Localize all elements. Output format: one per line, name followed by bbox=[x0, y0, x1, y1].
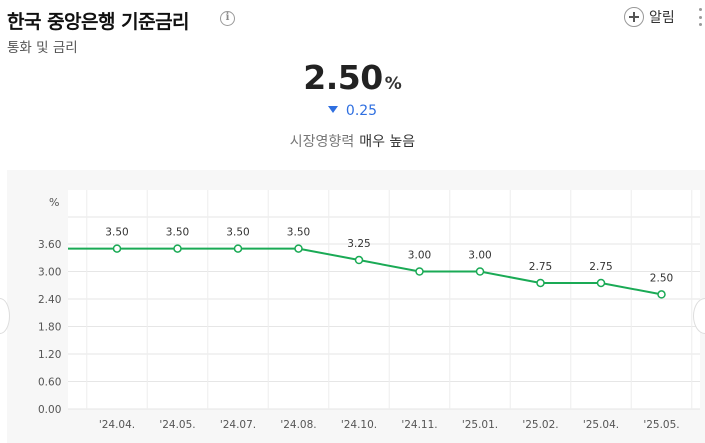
data-label: 3.25 bbox=[347, 238, 370, 250]
x-tick-label: '25.01. bbox=[462, 419, 498, 431]
y-tick-label: 0.60 bbox=[38, 377, 61, 389]
y-tick-label: 1.20 bbox=[38, 349, 61, 361]
impact-value: 매우 높음 bbox=[359, 134, 416, 150]
rate-unit: % bbox=[384, 74, 402, 94]
data-point bbox=[415, 267, 424, 276]
x-tick-label: '24.08. bbox=[280, 419, 316, 431]
data-point bbox=[294, 244, 303, 253]
page-title: 한국 중앙은행 기준금리 bbox=[7, 11, 190, 33]
x-tick-label: '25.05. bbox=[643, 419, 679, 431]
data-point bbox=[173, 244, 182, 253]
y-axis-unit: % bbox=[49, 196, 59, 209]
triangle-down-icon bbox=[327, 106, 338, 113]
data-point bbox=[233, 244, 243, 253]
data-point bbox=[112, 244, 122, 253]
plus-icon bbox=[624, 7, 644, 27]
current-value: 2.50% bbox=[0, 58, 705, 97]
data-label: 2.75 bbox=[529, 261, 552, 273]
y-tick-label: 0.00 bbox=[38, 404, 61, 416]
data-label: 3.50 bbox=[166, 227, 189, 239]
more-icon[interactable] bbox=[699, 8, 702, 26]
data-label: 3.50 bbox=[105, 227, 128, 239]
alert-label: 알림 bbox=[649, 10, 675, 26]
x-tick-label: '25.02. bbox=[522, 419, 558, 431]
x-tick-label: '24.05. bbox=[159, 419, 195, 431]
x-tick-label: '25.04. bbox=[583, 419, 619, 431]
y-tick-label: 3.60 bbox=[38, 239, 61, 251]
data-point bbox=[596, 278, 606, 288]
market-impact: 시장영향력 매우 높음 bbox=[0, 131, 705, 151]
y-tick-label: 1.80 bbox=[38, 322, 61, 334]
rate-value: 2.50 bbox=[303, 58, 383, 97]
x-tick-label: '24.11. bbox=[401, 419, 437, 431]
data-point bbox=[354, 255, 364, 265]
impact-label: 시장영향력 bbox=[289, 134, 355, 150]
data-label: 3.00 bbox=[468, 250, 491, 262]
data-point bbox=[536, 278, 545, 288]
x-tick-label: '24.07. bbox=[220, 419, 256, 431]
data-label: 3.50 bbox=[226, 227, 249, 239]
x-tick-label: '24.10. bbox=[341, 419, 377, 431]
alert-button[interactable]: 알림 bbox=[624, 5, 675, 29]
series-line bbox=[117, 247, 662, 296]
data-label: 2.75 bbox=[589, 261, 612, 273]
y-tick-label: 3.00 bbox=[38, 267, 61, 279]
category-label: 통화 및 금리 bbox=[7, 40, 78, 56]
change-indicator: 0.25 bbox=[0, 103, 705, 119]
data-point bbox=[657, 290, 666, 299]
info-icon[interactable]: i bbox=[220, 11, 235, 26]
data-label: 2.50 bbox=[650, 272, 673, 284]
change-value: 0.25 bbox=[345, 103, 378, 119]
x-tick-label: '24.04. bbox=[99, 419, 135, 431]
data-label: 3.00 bbox=[408, 250, 431, 262]
data-point bbox=[475, 267, 485, 276]
y-tick-label: 2.40 bbox=[38, 294, 61, 306]
data-label: 3.50 bbox=[287, 227, 310, 239]
